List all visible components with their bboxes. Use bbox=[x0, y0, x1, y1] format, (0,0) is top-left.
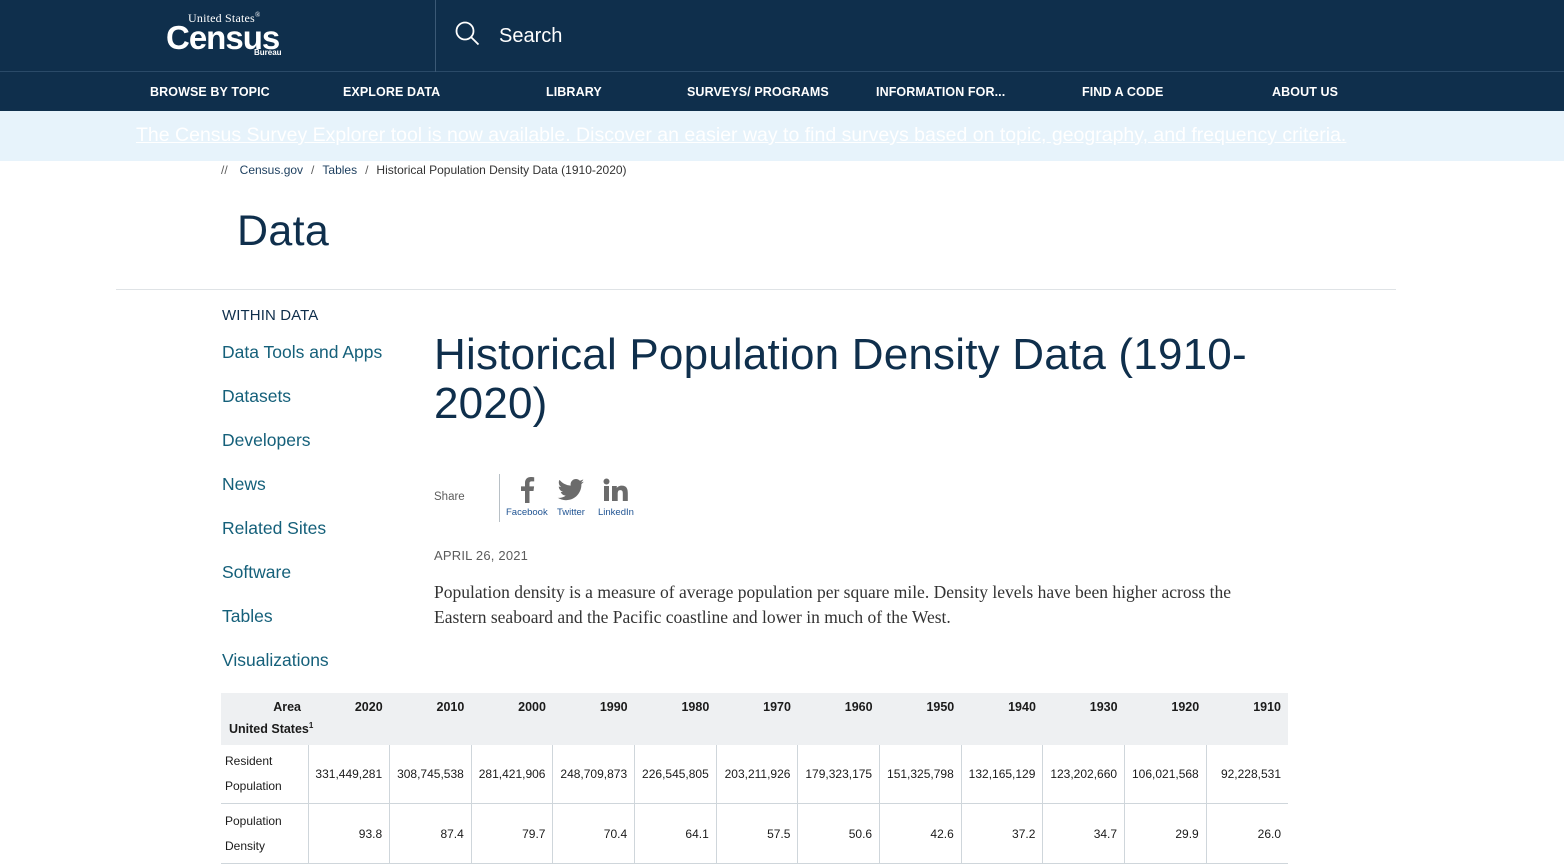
table-cell: 26.0 bbox=[1206, 803, 1288, 864]
announcement-link[interactable]: The Census Survey Explorer tool is now a… bbox=[136, 124, 1347, 146]
table-cell: 203,211,926 bbox=[716, 745, 799, 804]
publish-date: APRIL 26, 2021 bbox=[434, 548, 529, 563]
breadcrumb-tables[interactable]: Tables bbox=[322, 163, 358, 177]
nav-explore-data[interactable]: EXPLORE DATA bbox=[343, 85, 441, 99]
article-description: Population density is a measure of avera… bbox=[434, 582, 1231, 627]
breadcrumb-separator: / bbox=[311, 163, 315, 177]
linkedin-icon bbox=[603, 476, 629, 504]
table-group-label: United States1 bbox=[221, 721, 1288, 745]
announcement-banner: The Census Survey Explorer tool is now a… bbox=[0, 111, 1564, 161]
table-header-cell: 2010 bbox=[389, 693, 472, 721]
table-cell: 42.6 bbox=[879, 803, 962, 864]
table-row-label: Population Density bbox=[221, 803, 309, 864]
share-divider bbox=[499, 474, 500, 522]
table-cell: 57.5 bbox=[716, 803, 799, 864]
table-cell: 79.7 bbox=[471, 803, 554, 864]
linkedin-label: LinkedIn bbox=[598, 507, 634, 518]
table-header-cell: 1910 bbox=[1206, 693, 1288, 721]
table-header-cell: 2020 bbox=[308, 693, 390, 721]
table-header-cell: Area bbox=[221, 693, 308, 721]
table-row-label: Resident Population bbox=[221, 745, 309, 804]
breadcrumb-census-gov[interactable]: Census.gov bbox=[239, 163, 304, 177]
table-cell: 70.4 bbox=[552, 803, 636, 864]
side-nav-software[interactable]: Software bbox=[222, 562, 292, 582]
table-cell: 179,323,175 bbox=[797, 745, 881, 804]
side-nav-tables[interactable]: Tables bbox=[222, 606, 273, 626]
footnote-marker[interactable]: 1 bbox=[308, 721, 314, 730]
search-label: Search bbox=[499, 24, 563, 47]
table-cell: 64.1 bbox=[634, 803, 717, 864]
side-nav-developers[interactable]: Developers bbox=[222, 430, 311, 450]
table-cell: 87.4 bbox=[389, 803, 472, 864]
nav-about-us[interactable]: ABOUT US bbox=[1272, 85, 1339, 99]
table-group-row: United States1 bbox=[221, 721, 1288, 745]
table-header-cell: 1960 bbox=[797, 693, 880, 721]
side-nav-heading: WITHIN DATA bbox=[222, 307, 319, 324]
table-header-row: Area 2020 2010 2000 1990 1980 1970 1960 … bbox=[221, 693, 1288, 721]
logo-wordmark: Census bbox=[166, 19, 280, 56]
side-nav-visualizations[interactable]: Visualizations bbox=[222, 650, 329, 670]
table-cell: 248,709,873 bbox=[552, 745, 636, 804]
table-cell: 151,325,798 bbox=[879, 745, 962, 804]
table-header-cell: 2000 bbox=[471, 693, 553, 721]
logo-line-us: United States® bbox=[188, 11, 261, 25]
section-title: Data bbox=[237, 207, 330, 255]
table-header-cell: 1970 bbox=[716, 693, 798, 721]
site-header: United States® Census Bureau Search bbox=[0, 0, 1564, 72]
table-cell: 331,449,281 bbox=[308, 745, 391, 804]
table-header-cell: 1940 bbox=[961, 693, 1043, 721]
nav-browse-by-topic[interactable]: BROWSE BY TOPIC bbox=[150, 85, 270, 99]
header-divider bbox=[435, 0, 436, 72]
table-header-cell: 1980 bbox=[634, 693, 717, 721]
side-nav-related-sites[interactable]: Related Sites bbox=[222, 518, 327, 538]
nav-library[interactable]: LIBRARY bbox=[546, 85, 602, 99]
table-header-cell: 1930 bbox=[1042, 693, 1125, 721]
density-table: Area 2020 2010 2000 1990 1980 1970 1960 … bbox=[221, 693, 1288, 864]
share-label: Share bbox=[434, 491, 465, 503]
side-nav: WITHIN DATA Data Tools and Apps Datasets… bbox=[222, 307, 422, 670]
page-title: Historical Population Density Data (1910… bbox=[434, 330, 1247, 428]
table-cell: 308,745,538 bbox=[389, 745, 472, 804]
side-nav-data-tools-and-apps[interactable]: Data Tools and Apps bbox=[222, 342, 383, 362]
table-cell: 123,202,660 bbox=[1042, 745, 1126, 804]
table-header-cell: 1920 bbox=[1124, 693, 1207, 721]
section-divider bbox=[116, 289, 1396, 290]
table-row: Population Density 93.8 87.4 79.7 70.4 6… bbox=[221, 803, 1288, 864]
facebook-icon bbox=[519, 476, 535, 504]
census-logo[interactable]: United States® Census Bureau bbox=[166, 11, 282, 61]
twitter-icon bbox=[557, 476, 585, 504]
breadcrumb-separator: / bbox=[365, 163, 369, 177]
nav-find-a-code[interactable]: FIND A CODE bbox=[1082, 85, 1164, 99]
breadcrumb-prefix: // bbox=[221, 163, 228, 177]
nav-information-for[interactable]: INFORMATION FOR... bbox=[876, 85, 1006, 99]
table-cell: 281,421,906 bbox=[471, 745, 554, 804]
table-row: Resident Population 331,449,281 308,745,… bbox=[221, 745, 1288, 804]
side-nav-news[interactable]: News bbox=[222, 474, 266, 494]
share-linkedin-button[interactable]: LinkedIn bbox=[598, 476, 634, 518]
breadcrumb: // Census.gov / Tables / Historical Popu… bbox=[221, 163, 627, 177]
table-cell: 92,228,531 bbox=[1206, 745, 1288, 804]
share-twitter-button[interactable]: Twitter bbox=[557, 476, 585, 518]
table-header-cell: 1950 bbox=[879, 693, 962, 721]
breadcrumb-current: Historical Population Density Data (1910… bbox=[376, 163, 627, 177]
search-icon bbox=[454, 20, 480, 52]
table-header-cell: 1990 bbox=[552, 693, 635, 721]
main-nav: BROWSE BY TOPIC EXPLORE DATA LIBRARY SUR… bbox=[0, 72, 1564, 111]
twitter-label: Twitter bbox=[557, 507, 585, 518]
share-facebook-button[interactable]: Facebook bbox=[506, 476, 548, 518]
table-cell: 106,021,568 bbox=[1124, 745, 1207, 804]
table-cell: 93.8 bbox=[308, 803, 391, 864]
table-cell: 50.6 bbox=[797, 803, 881, 864]
table-cell: 226,545,805 bbox=[634, 745, 717, 804]
search-button[interactable]: Search bbox=[454, 20, 563, 52]
table-cell: 132,165,129 bbox=[961, 745, 1044, 804]
table-cell: 34.7 bbox=[1042, 803, 1126, 864]
side-nav-datasets[interactable]: Datasets bbox=[222, 386, 292, 406]
table-cell: 29.9 bbox=[1124, 803, 1207, 864]
logo-line-bureau: Bureau bbox=[254, 48, 282, 57]
table-cell: 37.2 bbox=[961, 803, 1044, 864]
nav-surveys-programs[interactable]: SURVEYS/ PROGRAMS bbox=[687, 85, 829, 99]
facebook-label: Facebook bbox=[506, 507, 548, 518]
